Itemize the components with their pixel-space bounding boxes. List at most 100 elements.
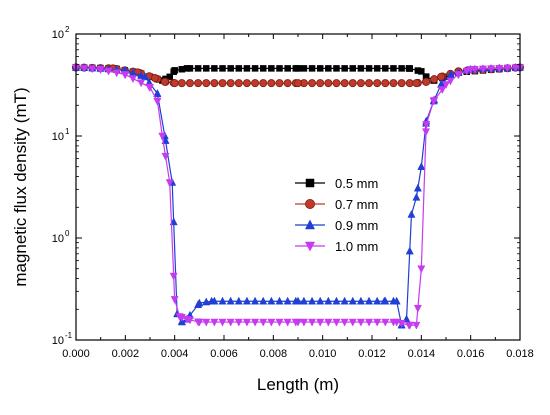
data-point [275, 79, 284, 88]
data-point [207, 296, 216, 305]
data-point [422, 77, 431, 86]
data-point [170, 79, 179, 88]
data-point [141, 72, 150, 81]
data-point [503, 64, 512, 73]
data-point [183, 65, 191, 72]
data-point [177, 79, 186, 88]
legend-item: 0.5 mm [295, 176, 378, 191]
data-point [332, 296, 341, 305]
data-point [104, 67, 113, 76]
data-point [202, 65, 210, 72]
data-point [412, 79, 421, 88]
data-point [218, 79, 227, 88]
data-point [356, 318, 365, 327]
data-point [365, 318, 374, 327]
data-point [340, 318, 349, 327]
data-point [324, 296, 333, 305]
y-tick-label: 10 [52, 131, 64, 143]
y-tick-label: 10 [52, 233, 64, 245]
data-point [438, 86, 447, 95]
data-point [195, 318, 204, 327]
data-point [153, 97, 162, 106]
data-point [365, 79, 374, 88]
data-point [417, 265, 426, 274]
data-point [412, 192, 421, 201]
data-point [165, 179, 174, 188]
data-point [267, 318, 276, 327]
y-tick-exponent: 1 [65, 127, 70, 136]
data-point [210, 318, 219, 327]
data-point [158, 132, 167, 141]
data-point [96, 66, 105, 74]
series-1-0-mm [71, 64, 525, 330]
data-point [495, 65, 504, 73]
data-point [373, 296, 382, 305]
x-tick-label: 0.004 [161, 348, 189, 360]
y-tick-exponent: 2 [65, 25, 70, 34]
data-point [112, 69, 121, 78]
data-point [235, 65, 243, 72]
data-point [405, 79, 414, 88]
data-point [324, 318, 333, 327]
x-tick-label: 0.012 [358, 348, 386, 360]
data-point [283, 318, 292, 327]
data-point [227, 65, 234, 72]
data-point [171, 67, 178, 74]
data-point [293, 318, 303, 327]
data-point [462, 67, 471, 76]
data-point [316, 318, 325, 327]
data-point [348, 318, 357, 327]
data-point [390, 65, 397, 72]
data-point [316, 296, 325, 305]
data-point [349, 65, 357, 72]
legend-item: 1.0 mm [295, 239, 378, 254]
data-point [299, 296, 308, 305]
data-point [137, 79, 146, 88]
data-point [341, 65, 348, 72]
data-point [210, 79, 219, 88]
data-point [128, 75, 137, 84]
data-point [324, 79, 333, 88]
data-point [161, 152, 170, 161]
data-point [80, 64, 89, 73]
data-point [153, 89, 162, 97]
data-point [169, 272, 178, 281]
data-point [441, 81, 451, 90]
data-point [293, 296, 303, 305]
x-tick-label: 0.010 [309, 348, 337, 360]
data-point [294, 65, 302, 72]
y-axis-title: magnetic flux density (mT) [11, 87, 30, 286]
data-point [276, 65, 283, 72]
data-point [267, 79, 276, 88]
series-layer [71, 62, 525, 330]
data-point [160, 77, 169, 86]
data-point [398, 65, 405, 72]
data-point [422, 128, 431, 137]
data-point [226, 296, 235, 305]
data-point [418, 68, 425, 75]
data-point [211, 65, 218, 72]
data-point [194, 79, 203, 88]
data-point [340, 296, 349, 305]
data-point [88, 65, 97, 74]
data-point [397, 79, 406, 88]
data-point [382, 65, 389, 72]
data-point [251, 296, 260, 305]
data-point [373, 65, 381, 72]
data-point [218, 318, 227, 327]
data-point [446, 70, 455, 78]
data-point [357, 65, 365, 72]
data-point [234, 318, 243, 327]
data-point [407, 209, 416, 218]
legend-marker [304, 219, 316, 230]
data-point [404, 321, 414, 330]
data-point [405, 246, 414, 255]
data-point [121, 71, 130, 80]
y-tick-exponent: -1 [65, 331, 73, 340]
data-point [251, 318, 260, 327]
x-axis-title: Length (m) [257, 375, 339, 394]
data-point [259, 296, 268, 305]
data-point [373, 79, 382, 88]
data-point [308, 65, 316, 72]
legend-label: 0.5 mm [335, 176, 378, 191]
